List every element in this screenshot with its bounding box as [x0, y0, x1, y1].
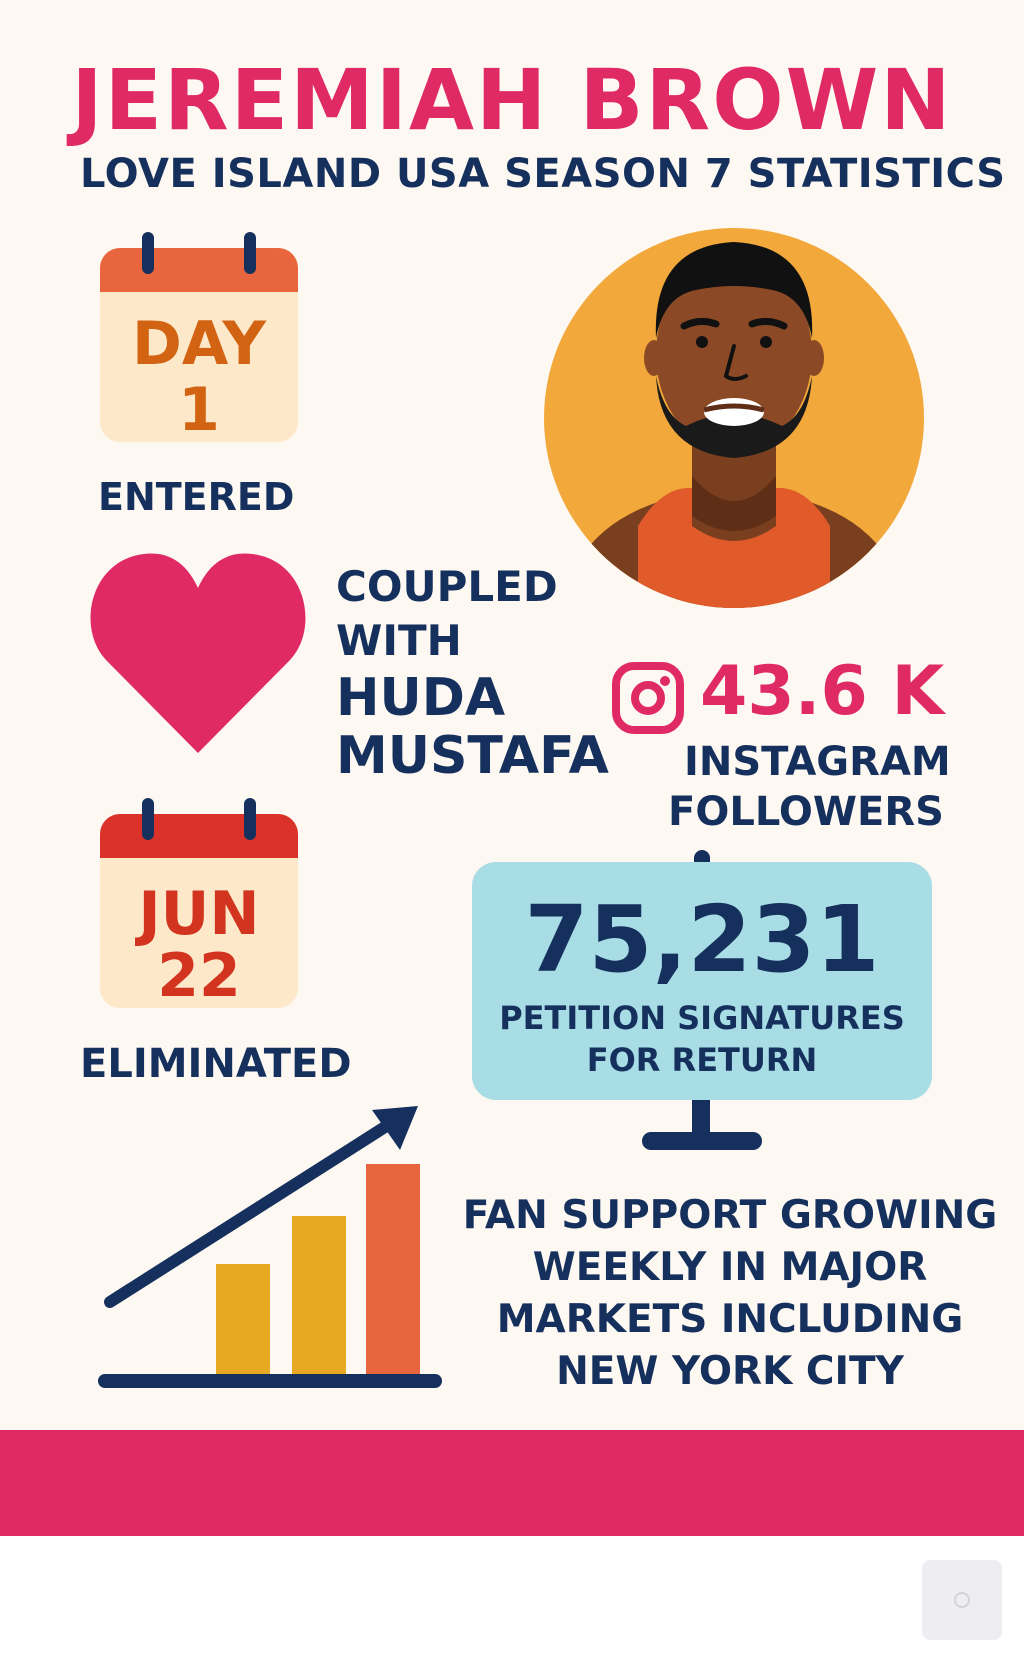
- instagram-follower-count: 43.6 K: [700, 652, 945, 731]
- eliminated-label: ELIMINATED: [80, 1041, 352, 1087]
- instagram-label-line2: FOLLOWERS: [668, 789, 944, 835]
- trend-arrow-icon: [104, 1114, 402, 1308]
- calendar-icon-eliminated: JUN 22: [100, 798, 298, 1008]
- eliminated-day: 22: [157, 941, 241, 1008]
- partner-first-name: HUDA: [336, 668, 506, 728]
- petition-sign: 75,231 PETITION SIGNATURES FOR RETURN: [472, 862, 932, 1100]
- badge-icon: [954, 1592, 970, 1608]
- fan-support-text: FAN SUPPORT GROWING WEEKLY IN MAJOR MARK…: [462, 1193, 998, 1394]
- chart-bar-3: [366, 1164, 420, 1376]
- person-portrait: [544, 228, 924, 608]
- calendar-icon-entered: DAY 1: [100, 232, 298, 442]
- entered-day-text: DAY: [132, 309, 266, 379]
- instagram-label-line1: INSTAGRAM: [684, 739, 951, 785]
- petition-count: 75,231: [524, 886, 880, 993]
- coupled-line2: WITH: [336, 616, 462, 665]
- petition-label-line1: PETITION SIGNATURES: [499, 999, 905, 1037]
- page-title: JEREMIAH BROWN: [71, 51, 953, 149]
- instagram-icon: [612, 662, 684, 734]
- chart-baseline: [98, 1374, 442, 1388]
- partner-last-name: MUSTAFA: [336, 726, 609, 786]
- sign-stand-base: [642, 1132, 762, 1150]
- chart-bar-1: [216, 1264, 270, 1376]
- petition-label-line2: FOR RETURN: [586, 1041, 818, 1079]
- chart-bar-2: [292, 1216, 346, 1376]
- heart-icon: [90, 553, 306, 753]
- entered-day-number: 1: [178, 375, 220, 442]
- eliminated-month: JUN: [138, 879, 260, 949]
- sign-stand-pole: [692, 1100, 710, 1142]
- entered-label: ENTERED: [98, 475, 295, 519]
- page-subtitle: LOVE ISLAND USA SEASON 7 STATISTICS: [80, 151, 1006, 197]
- coupled-line1: COUPLED: [336, 562, 558, 611]
- bar-chart-icon: [98, 1106, 442, 1388]
- footer-band: [0, 1430, 1024, 1536]
